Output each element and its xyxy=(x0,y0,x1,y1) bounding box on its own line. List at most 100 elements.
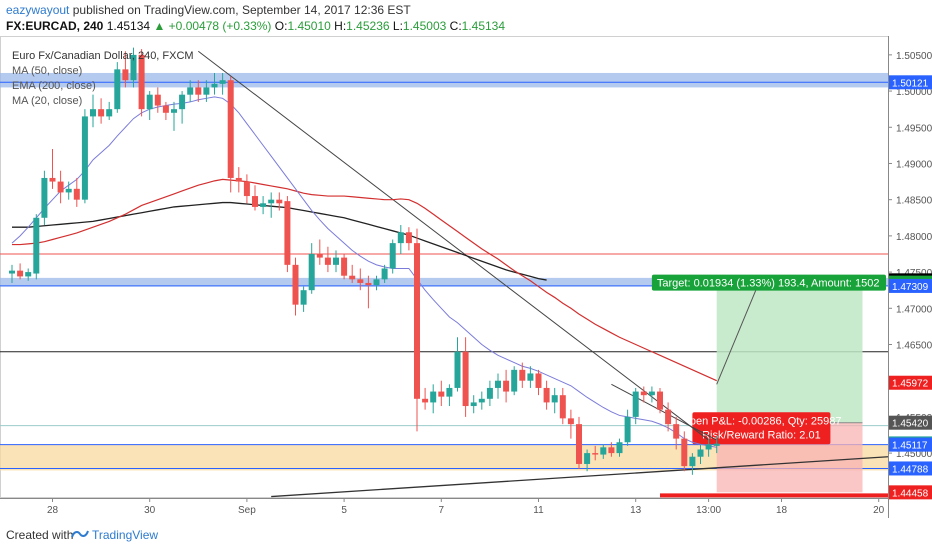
candle[interactable] xyxy=(57,181,64,193)
candle[interactable] xyxy=(65,188,72,193)
candle[interactable] xyxy=(33,217,40,274)
candle[interactable] xyxy=(616,442,623,454)
candle[interactable] xyxy=(551,395,558,403)
candle[interactable] xyxy=(422,398,429,403)
candle[interactable] xyxy=(227,80,234,178)
candle[interactable] xyxy=(73,188,80,200)
candle[interactable] xyxy=(219,80,226,84)
candle[interactable] xyxy=(446,387,453,397)
candle[interactable] xyxy=(114,69,121,110)
candle[interactable] xyxy=(154,94,161,106)
candle[interactable] xyxy=(381,268,388,280)
candle[interactable] xyxy=(608,447,615,454)
candle[interactable] xyxy=(430,391,437,403)
ma20-line[interactable] xyxy=(11,96,717,448)
candle[interactable] xyxy=(584,453,591,464)
candle[interactable] xyxy=(171,109,177,113)
candle[interactable] xyxy=(260,203,267,207)
candle[interactable] xyxy=(559,395,566,419)
candle[interactable] xyxy=(195,87,202,95)
candle[interactable] xyxy=(673,424,680,439)
candle[interactable] xyxy=(405,232,412,244)
candle[interactable] xyxy=(438,391,445,397)
candle[interactable] xyxy=(535,373,542,388)
candle[interactable] xyxy=(276,199,283,204)
candle[interactable] xyxy=(41,177,48,218)
candle[interactable] xyxy=(705,444,712,450)
candle[interactable] xyxy=(519,369,526,381)
candle[interactable] xyxy=(243,181,250,197)
candle[interactable] xyxy=(284,201,291,265)
candle[interactable] xyxy=(130,54,137,81)
candle[interactable] xyxy=(203,87,210,95)
candle[interactable] xyxy=(600,447,607,455)
candle[interactable] xyxy=(300,290,307,305)
candle[interactable] xyxy=(292,264,299,305)
short-trend-line[interactable] xyxy=(611,383,717,441)
candle[interactable] xyxy=(324,257,331,265)
candle[interactable] xyxy=(122,69,129,81)
candle[interactable] xyxy=(503,380,510,392)
candle[interactable] xyxy=(624,416,631,443)
candle[interactable] xyxy=(697,449,704,457)
legend-ma50[interactable]: MA (50, close) xyxy=(12,65,83,77)
candle[interactable] xyxy=(341,257,348,276)
candle[interactable] xyxy=(665,409,672,425)
candle[interactable] xyxy=(106,109,113,117)
pnl-label-box xyxy=(692,412,831,445)
candle[interactable] xyxy=(389,243,396,269)
candle[interactable] xyxy=(146,94,153,110)
candle[interactable] xyxy=(179,94,186,110)
candle[interactable] xyxy=(632,391,639,417)
candle[interactable] xyxy=(414,243,420,399)
candle[interactable] xyxy=(478,398,485,403)
candle[interactable] xyxy=(365,282,372,286)
candle[interactable] xyxy=(357,279,364,283)
candle[interactable] xyxy=(90,109,96,117)
candle[interactable] xyxy=(543,387,550,403)
candle[interactable] xyxy=(252,196,258,207)
candle[interactable] xyxy=(527,373,534,381)
price-chart[interactable]: Target: 0.01934 (1.33%) 193.4, Amount: 1… xyxy=(0,36,932,518)
candle[interactable] xyxy=(454,351,461,388)
candle[interactable] xyxy=(138,54,145,110)
candle[interactable] xyxy=(98,109,105,117)
downtrend-line[interactable] xyxy=(197,50,709,441)
tradingview-brand[interactable]: TradingView xyxy=(92,528,159,542)
candle[interactable] xyxy=(162,105,169,113)
candle[interactable] xyxy=(333,257,339,265)
candle[interactable] xyxy=(681,438,688,467)
candle[interactable] xyxy=(25,272,32,277)
candle[interactable] xyxy=(9,270,15,274)
uptrend-line[interactable] xyxy=(271,456,889,498)
ma50-line[interactable] xyxy=(12,178,717,382)
candle[interactable] xyxy=(187,87,194,95)
candle[interactable] xyxy=(640,391,647,396)
candle[interactable] xyxy=(462,351,469,407)
candle[interactable] xyxy=(235,177,242,182)
candle[interactable] xyxy=(81,116,88,200)
candle[interactable] xyxy=(308,253,315,291)
candle[interactable] xyxy=(713,443,720,446)
candle[interactable] xyxy=(49,177,56,182)
candle[interactable] xyxy=(495,380,501,388)
candle[interactable] xyxy=(689,456,696,467)
candle[interactable] xyxy=(316,253,323,258)
author-link[interactable]: eazywayout xyxy=(6,3,70,17)
candle[interactable] xyxy=(397,232,404,244)
candle[interactable] xyxy=(17,270,24,277)
candle[interactable] xyxy=(567,418,574,425)
candle[interactable] xyxy=(648,391,655,396)
legend-ma20[interactable]: MA (20, close) xyxy=(12,95,83,107)
candle[interactable] xyxy=(470,402,477,407)
candle[interactable] xyxy=(657,391,663,410)
candle[interactable] xyxy=(349,275,356,280)
candle[interactable] xyxy=(211,83,218,88)
candle[interactable] xyxy=(576,424,582,464)
candle[interactable] xyxy=(511,369,518,392)
candle[interactable] xyxy=(486,387,493,399)
candle[interactable] xyxy=(373,279,380,286)
legend-ema200[interactable]: EMA (200, close) xyxy=(12,80,96,92)
candle[interactable] xyxy=(592,453,599,455)
candle[interactable] xyxy=(268,199,275,204)
